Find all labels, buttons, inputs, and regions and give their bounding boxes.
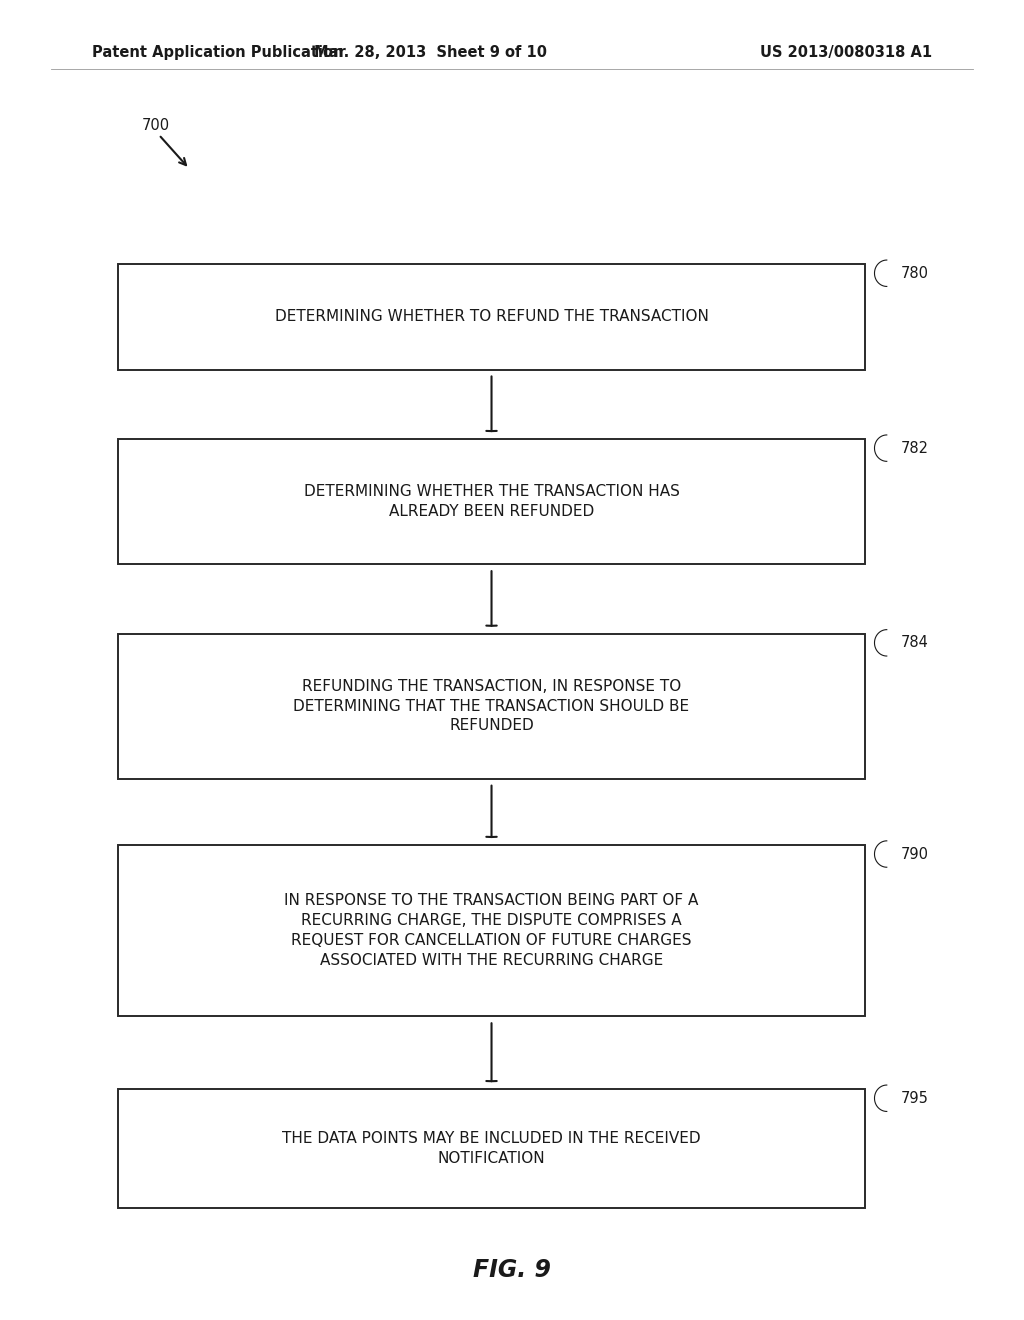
Text: THE DATA POINTS MAY BE INCLUDED IN THE RECEIVED
NOTIFICATION: THE DATA POINTS MAY BE INCLUDED IN THE R… [283,1131,700,1166]
Text: REFUNDING THE TRANSACTION, IN RESPONSE TO
DETERMINING THAT THE TRANSACTION SHOUL: REFUNDING THE TRANSACTION, IN RESPONSE T… [294,678,689,734]
Text: Patent Application Publication: Patent Application Publication [92,45,344,61]
Bar [118,845,865,1016]
Text: DETERMINING WHETHER THE TRANSACTION HAS
ALREADY BEEN REFUNDED: DETERMINING WHETHER THE TRANSACTION HAS … [303,484,680,519]
Bar [118,1089,865,1208]
Text: DETERMINING WHETHER TO REFUND THE TRANSACTION: DETERMINING WHETHER TO REFUND THE TRANSA… [274,309,709,325]
Text: 795: 795 [901,1090,929,1106]
Text: 790: 790 [901,846,929,862]
Text: US 2013/0080318 A1: US 2013/0080318 A1 [760,45,932,61]
Text: 780: 780 [901,265,929,281]
Text: IN RESPONSE TO THE TRANSACTION BEING PART OF A
RECURRING CHARGE, THE DISPUTE COM: IN RESPONSE TO THE TRANSACTION BEING PAR… [285,894,698,968]
Text: Mar. 28, 2013  Sheet 9 of 10: Mar. 28, 2013 Sheet 9 of 10 [313,45,547,61]
Text: FIG. 9: FIG. 9 [473,1258,551,1282]
Bar [118,438,865,565]
Text: 782: 782 [901,441,929,455]
Bar [118,634,865,779]
Text: 784: 784 [901,635,929,651]
Text: 700: 700 [141,117,169,133]
Bar [118,264,865,370]
